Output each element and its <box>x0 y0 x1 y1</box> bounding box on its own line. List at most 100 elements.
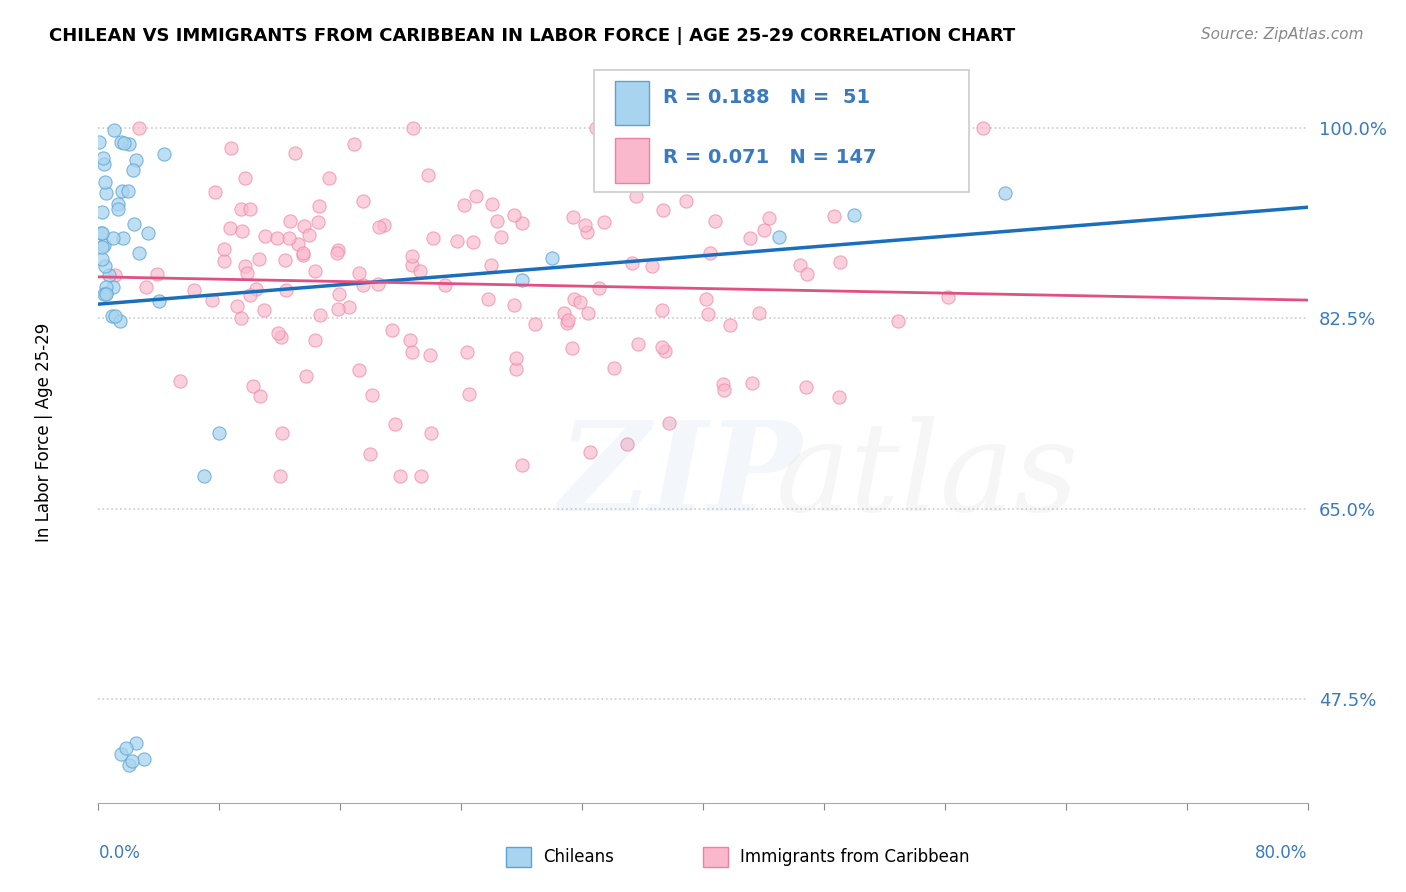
Point <box>553 306 575 320</box>
Point <box>96 285 118 300</box>
Point <box>112 136 135 150</box>
Point <box>153 146 176 161</box>
Point <box>422 231 444 245</box>
Point <box>651 340 673 354</box>
Point <box>489 229 512 244</box>
Point <box>90 205 112 219</box>
Point <box>266 230 288 244</box>
Point <box>457 387 479 401</box>
Point <box>108 314 131 328</box>
Point <box>481 197 503 211</box>
Point <box>339 301 361 315</box>
Point <box>121 755 143 769</box>
Point <box>994 186 1017 200</box>
Point <box>620 255 643 269</box>
Point <box>602 361 624 376</box>
Point <box>352 278 374 293</box>
FancyBboxPatch shape <box>614 138 648 183</box>
Point <box>401 249 423 263</box>
Point <box>249 252 271 266</box>
Point <box>347 362 370 376</box>
Point <box>231 311 253 326</box>
Point <box>576 225 599 239</box>
Point <box>94 286 117 301</box>
Point <box>540 252 562 266</box>
Point <box>827 390 849 404</box>
Point <box>308 199 330 213</box>
Point <box>284 146 307 161</box>
Point <box>98 268 121 282</box>
Point <box>479 258 502 272</box>
Point <box>148 294 170 309</box>
Point <box>308 308 330 322</box>
Point <box>576 306 599 320</box>
Point <box>640 259 662 273</box>
Point <box>254 229 277 244</box>
Text: R = 0.188   N =  51: R = 0.188 N = 51 <box>664 88 870 107</box>
Point <box>107 197 129 211</box>
Point <box>409 469 432 483</box>
Text: Immigrants from Caribbean: Immigrants from Caribbean <box>740 848 969 866</box>
Point <box>789 258 811 272</box>
FancyBboxPatch shape <box>595 70 969 192</box>
Point <box>651 156 673 170</box>
Point <box>101 231 124 245</box>
Point <box>295 369 318 384</box>
Point <box>711 376 734 391</box>
Point <box>524 318 547 332</box>
Point <box>505 351 527 365</box>
Point <box>419 348 441 362</box>
Point <box>122 217 145 231</box>
Point <box>104 309 127 323</box>
Point <box>89 135 111 149</box>
Point <box>465 189 488 203</box>
Point <box>90 226 112 240</box>
Point <box>208 425 231 440</box>
Point <box>138 227 160 241</box>
Point <box>616 436 638 450</box>
Point <box>373 218 395 232</box>
Point <box>675 194 697 208</box>
Point <box>121 163 143 178</box>
Point <box>91 252 114 267</box>
Point <box>510 216 533 230</box>
Point <box>117 184 139 198</box>
Point <box>634 121 657 136</box>
Point <box>585 120 607 135</box>
Point <box>267 326 290 341</box>
Point <box>651 202 673 217</box>
Point <box>741 376 763 390</box>
Point <box>433 278 456 293</box>
Point <box>384 417 406 431</box>
Text: 0.0%: 0.0% <box>98 844 141 862</box>
Point <box>235 266 257 280</box>
Point <box>758 211 780 225</box>
Point <box>269 469 291 483</box>
Point <box>94 175 117 189</box>
Point <box>972 120 994 135</box>
Point <box>399 333 422 347</box>
Point <box>253 303 276 318</box>
Point <box>381 323 404 337</box>
Point <box>823 209 845 223</box>
Point <box>453 198 475 212</box>
Point <box>292 245 315 260</box>
Point <box>408 264 430 278</box>
Point <box>461 235 484 249</box>
Point <box>477 292 499 306</box>
Point <box>699 245 721 260</box>
Point <box>201 293 224 307</box>
Point <box>242 379 264 393</box>
Point <box>510 458 533 473</box>
Point <box>226 299 249 313</box>
Point <box>503 298 526 312</box>
Point <box>249 389 271 403</box>
Point <box>697 307 720 321</box>
Point <box>796 267 818 281</box>
Point <box>231 224 253 238</box>
Point <box>93 259 115 273</box>
Text: 80.0%: 80.0% <box>1256 844 1308 862</box>
Point <box>486 214 509 228</box>
Point <box>111 184 134 198</box>
Point <box>794 380 817 394</box>
